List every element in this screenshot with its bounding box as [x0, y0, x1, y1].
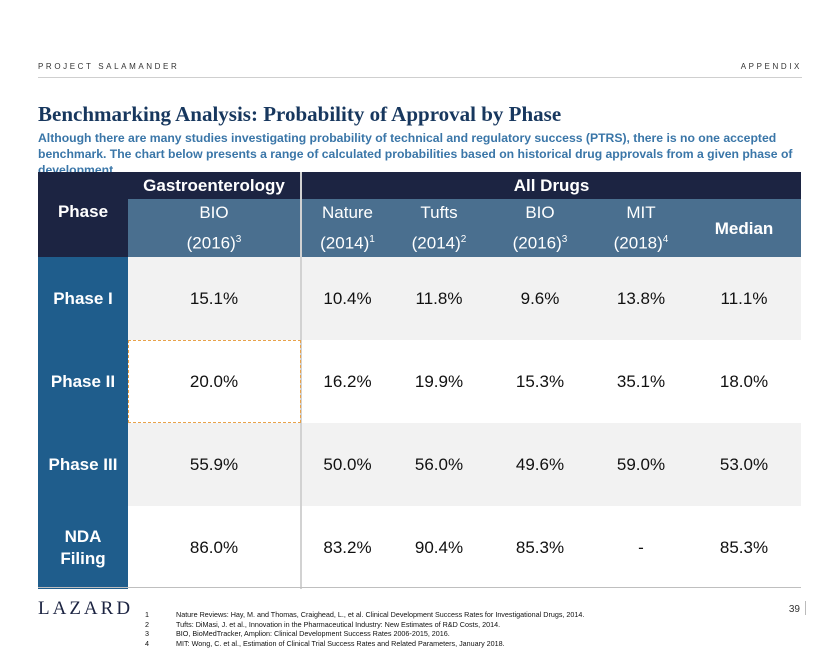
table-cell: 16.2%: [300, 340, 393, 423]
footnote-ref: 2: [460, 234, 467, 246]
table-cell: 10.4%: [300, 257, 393, 340]
footnote: 3 BIO, BioMedTracker, Amplion: Clinical D…: [145, 629, 584, 639]
table-cell: 15.3%: [485, 340, 595, 423]
table-cell: 55.9%: [128, 423, 301, 506]
table-cell: 13.8%: [595, 257, 687, 340]
source-header: BIO (2016)3: [485, 199, 595, 257]
source-header: BIO (2016)3: [128, 199, 301, 257]
source-name: BIO: [199, 203, 229, 223]
phase-label: Phase I: [38, 257, 128, 340]
table-cell: 85.3%: [687, 506, 801, 589]
page-number: 39: [788, 604, 800, 615]
footnote-text: BIO, BioMedTracker, Amplion: Clinical De…: [176, 629, 450, 638]
table-cell: 11.8%: [393, 257, 485, 340]
source-name: Tufts: [420, 203, 458, 223]
footnotes: 1 Nature Reviews: Hay, M. and Thomas, Cra…: [145, 610, 584, 648]
footnote-number: 3: [145, 629, 149, 638]
phase-column-header: Phase: [38, 172, 128, 257]
table-cell: 56.0%: [393, 423, 485, 506]
table-cell: 35.1%: [595, 340, 687, 423]
source-year: (2014): [411, 233, 461, 253]
table-cell: 50.0%: [300, 423, 393, 506]
footnote-ref: 4: [662, 234, 669, 246]
footnote-ref: 3: [561, 234, 568, 246]
table-cell: 53.0%: [687, 423, 801, 506]
benchmark-table: Phase Gastroenterology All Drugs BIO (201…: [38, 172, 801, 589]
source-header-row: BIO (2016)3 Nature (2014)1 Tufts (2014)2 BI…: [38, 199, 801, 257]
table-cell: 18.0%: [687, 340, 801, 423]
table-cell: 86.0%: [128, 506, 301, 589]
table-cell: 49.6%: [485, 423, 595, 506]
table-row: Phase I 15.1% 10.4% 11.8% 9.6% 13.8% 11.…: [38, 257, 801, 340]
footnote-ref: 3: [235, 234, 242, 246]
group-gastroenterology: Gastroenterology: [128, 172, 301, 199]
table-cell: 83.2%: [300, 506, 393, 589]
table-row: NDA Filing 86.0% 83.2% 90.4% 85.3% - 85.3…: [38, 506, 801, 589]
table-cell: -: [595, 506, 687, 589]
table-cell: 85.3%: [485, 506, 595, 589]
page-title: Benchmarking Analysis: Probability of Ap…: [38, 102, 562, 126]
source-header: MIT (2018)4: [595, 199, 687, 257]
group-all-drugs: All Drugs: [300, 172, 801, 199]
page-number-divider: [805, 601, 806, 615]
table-cell: 9.6%: [485, 257, 595, 340]
source-year: (2016): [512, 233, 562, 253]
source-year: (2014): [320, 233, 370, 253]
section-label: APPENDIX: [740, 62, 802, 71]
table-cell: 59.0%: [595, 423, 687, 506]
source-name: MIT: [626, 203, 656, 223]
table-cell: 11.1%: [687, 257, 801, 340]
table-row: Phase III 55.9% 50.0% 56.0% 49.6% 59.0% …: [38, 423, 801, 506]
footnote-number: 2: [145, 619, 149, 629]
phase-label: Phase III: [38, 423, 128, 506]
phase-label-line: Filing: [60, 548, 106, 568]
project-label: PROJECT SALAMANDER: [38, 62, 180, 71]
table-cell: 15.1%: [128, 257, 301, 340]
page-subtitle: Although there are many studies investig…: [38, 131, 793, 177]
footnote: 1 Nature Reviews: Hay, M. and Thomas, Cra…: [145, 610, 584, 620]
footnote-number: 4: [145, 638, 149, 648]
table-cell: 90.4%: [393, 506, 485, 589]
group-header-row: Phase Gastroenterology All Drugs: [38, 172, 801, 257]
source-year: (2018): [613, 233, 663, 253]
lazard-logo: LAZARD: [38, 598, 134, 619]
footnote: 4 MIT: Wong, C. et al., Estimation of Cli…: [145, 639, 584, 649]
source-name: BIO: [525, 203, 555, 223]
footnote-number: 1: [145, 610, 149, 619]
highlighted-cell: 20.0%: [128, 340, 301, 423]
footnote: 2 Tufts: DiMasi, J. et al., Innovation in…: [145, 620, 584, 630]
phase-label: Phase II: [38, 340, 128, 423]
source-name: Nature: [321, 203, 374, 223]
source-year: (2016): [186, 233, 236, 253]
header-divider: [38, 77, 802, 78]
footnote-text: MIT: Wong, C. et al., Estimation of Clin…: [176, 638, 505, 648]
table-bottom-rule: [38, 587, 801, 588]
median-header: Median: [687, 199, 801, 257]
table-cell: 19.9%: [393, 340, 485, 423]
phase-label: NDA Filing: [38, 506, 128, 589]
source-header: Nature (2014)1: [300, 199, 393, 257]
phase-label-line: NDA: [64, 526, 102, 546]
footnote-ref: 1: [369, 234, 375, 246]
source-header: Tufts (2014)2: [393, 199, 485, 257]
table-row: Phase II 20.0% 16.2% 19.9% 15.3% 35.1% 1…: [38, 340, 801, 423]
footnote-text: Tufts: DiMasi, J. et al., Innovation in …: [176, 619, 501, 629]
footnote-text: Nature Reviews: Hay, M. and Thomas, Crai…: [176, 610, 585, 619]
